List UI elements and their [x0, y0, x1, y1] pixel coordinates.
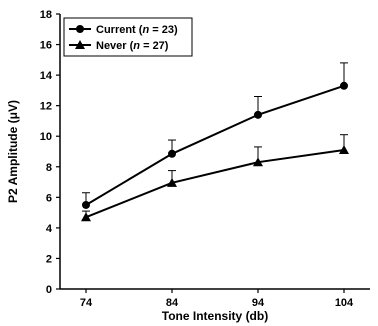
- data-point-triangle: [167, 177, 177, 187]
- legend-label-prefix: Current (: [96, 24, 143, 36]
- data-point-triangle: [253, 157, 263, 167]
- legend-items: Current (n = 23)Never (n = 27): [69, 24, 178, 52]
- data-point-circle: [254, 110, 262, 119]
- x-tick-label: 104: [335, 297, 354, 309]
- series-line: [85, 148, 345, 219]
- legend-label-italic: n: [142, 24, 149, 36]
- data-point-circle: [168, 149, 176, 158]
- y-tick-label: 18: [40, 9, 52, 21]
- y-tick-label: 2: [46, 253, 52, 265]
- series-line: [85, 84, 345, 206]
- legend-item: Never (n = 27): [69, 40, 169, 52]
- data-point-circle: [82, 200, 90, 209]
- data-point-triangle: [81, 212, 91, 222]
- axes: [59, 14, 370, 290]
- legend-label-suffix: = 27): [140, 40, 169, 52]
- x-axis-title: Tone Intensity (db): [162, 309, 268, 323]
- y-ticks: 0 2 4 6 8 10 12 14 16 18: [40, 9, 60, 296]
- legend-label-italic: n: [133, 40, 140, 52]
- legend-label: Never (n = 27): [96, 40, 169, 52]
- x-ticks: 74 84 94 104: [80, 289, 354, 309]
- y-tick-label: 0: [46, 284, 52, 296]
- y-tick-label: 12: [40, 101, 52, 113]
- data-point-triangle: [75, 40, 85, 49]
- legend: Current (n = 23)Never (n = 27): [63, 17, 193, 57]
- legend-box: [63, 17, 193, 57]
- x-tick-label: 74: [80, 297, 93, 309]
- legend-label-prefix: Never (: [96, 40, 134, 52]
- y-axis-title: P2 Amplitude (μV): [6, 100, 20, 203]
- x-tick-label: 84: [166, 297, 179, 309]
- y-tick-label: 6: [46, 192, 52, 204]
- y-tick-label: 10: [40, 131, 52, 143]
- y-tick-label: 14: [40, 70, 53, 82]
- legend-item: Current (n = 23): [69, 24, 178, 36]
- x-tick-label: 94: [252, 297, 265, 309]
- legend-label-suffix: = 23): [149, 24, 178, 36]
- series-layer: [81, 62, 349, 222]
- data-point-triangle: [339, 144, 349, 154]
- data-point-circle: [340, 81, 348, 90]
- legend-label: Current (n = 23): [96, 24, 178, 36]
- y-tick-label: 4: [46, 223, 53, 235]
- y-tick-label: 16: [40, 40, 52, 52]
- data-point-circle: [76, 25, 84, 33]
- y-tick-label: 8: [46, 162, 52, 174]
- series-circle: [82, 62, 348, 209]
- series-triangle: [81, 134, 349, 222]
